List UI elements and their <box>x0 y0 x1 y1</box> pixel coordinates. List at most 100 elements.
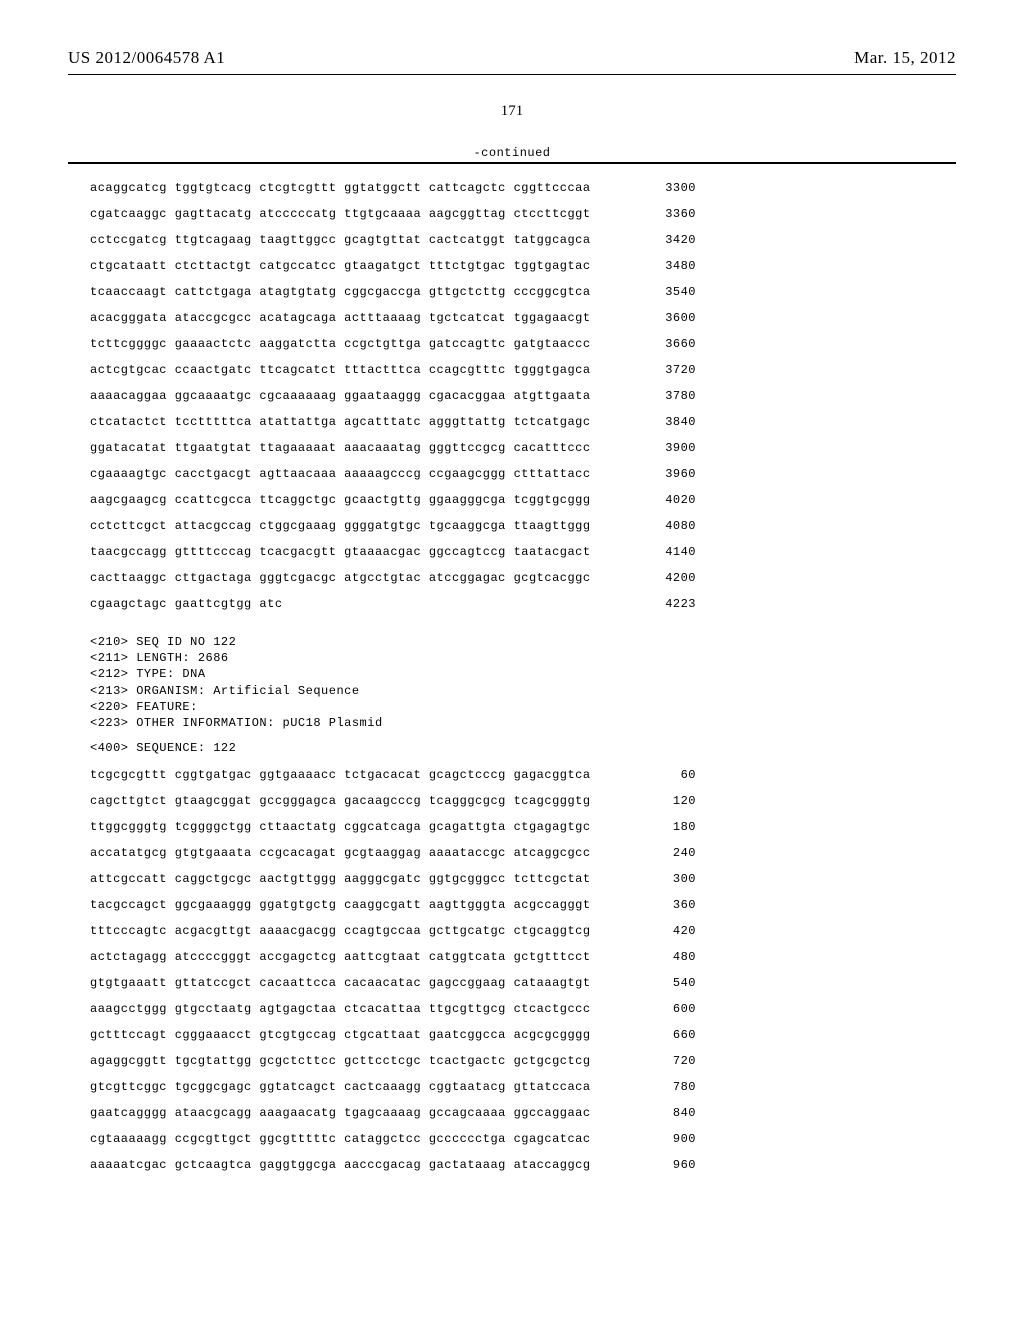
sequence-text: cgtaaaaagg ccgcgttgct ggcgtttttc cataggc… <box>90 1133 591 1145</box>
sequence-row: acacgggata ataccgcgcc acatagcaga actttaa… <box>90 312 956 324</box>
sequence-row: tcgcgcgttt cggtgatgac ggtgaaaacc tctgaca… <box>90 769 956 781</box>
page-number: 171 <box>0 103 1024 120</box>
sequence-row: aaaaatcgac gctcaagtca gaggtggcga aacccga… <box>90 1159 956 1171</box>
sequence-text: accatatgcg gtgtgaaata ccgcacagat gcgtaag… <box>90 847 591 859</box>
sequence-text: gctttccagt cgggaaacct gtcgtgccag ctgcatt… <box>90 1029 591 1041</box>
sequence-meta: <210> SEQ ID NO 122<211> LENGTH: 2686<21… <box>0 624 1024 731</box>
sequence-row: cgaagctagc gaattcgtgg atc4223 <box>90 598 956 610</box>
sequence-block-2: tcgcgcgttt cggtgatgac ggtgaaaacc tctgaca… <box>0 765 1024 1171</box>
sequence-text: aaaacaggaa ggcaaaatgc cgcaaaaaag ggaataa… <box>90 390 591 402</box>
sequence-position: 3660 <box>665 338 956 350</box>
sequence-row: acaggcatcg tggtgtcacg ctcgtcgttt ggtatgg… <box>90 182 956 194</box>
sequence-400-label: <400> SEQUENCE: 122 <box>0 731 1024 765</box>
sequence-position: 4140 <box>665 546 956 558</box>
sequence-position: 3960 <box>665 468 956 480</box>
sequence-position: 3300 <box>665 182 956 194</box>
meta-line: <213> ORGANISM: Artificial Sequence <box>90 683 956 699</box>
sequence-text: gtcgttcggc tgcggcgagc ggtatcagct cactcaa… <box>90 1081 591 1093</box>
sequence-position: 3480 <box>665 260 956 272</box>
sequence-row: cgtaaaaagg ccgcgttgct ggcgtttttc cataggc… <box>90 1133 956 1145</box>
sequence-row: aagcgaagcg ccattcgcca ttcaggctgc gcaactg… <box>90 494 956 506</box>
sequence-position: 900 <box>673 1133 956 1145</box>
sequence-position: 3780 <box>665 390 956 402</box>
sequence-position: 3540 <box>665 286 956 298</box>
sequence-text: cgaagctagc gaattcgtgg atc <box>90 598 283 610</box>
sequence-text: aagcgaagcg ccattcgcca ttcaggctgc gcaactg… <box>90 494 591 506</box>
sequence-text: taacgccagg gttttcccag tcacgacgtt gtaaaac… <box>90 546 591 558</box>
sequence-row: actctagagg atccccgggt accgagctcg aattcgt… <box>90 951 956 963</box>
sequence-position: 3840 <box>665 416 956 428</box>
sequence-text: agaggcggtt tgcgtattgg gcgctcttcc gcttcct… <box>90 1055 591 1067</box>
sequence-text: tcaaccaagt cattctgaga atagtgtatg cggcgac… <box>90 286 591 298</box>
sequence-row: cacttaaggc cttgactaga gggtcgacgc atgcctg… <box>90 572 956 584</box>
sequence-row: tacgccagct ggcgaaaggg ggatgtgctg caaggcg… <box>90 899 956 911</box>
page-header: US 2012/0064578 A1 Mar. 15, 2012 <box>0 0 1024 72</box>
sequence-text: actctagagg atccccgggt accgagctcg aattcgt… <box>90 951 591 963</box>
header-divider <box>68 74 956 75</box>
meta-line: <223> OTHER INFORMATION: pUC18 Plasmid <box>90 715 956 731</box>
sequence-position: 120 <box>673 795 956 807</box>
sequence-row: ggatacatat ttgaatgtat ttagaaaaat aaacaaa… <box>90 442 956 454</box>
sequence-position: 720 <box>673 1055 956 1067</box>
sequence-position: 4200 <box>665 572 956 584</box>
sequence-text: tttcccagtc acgacgttgt aaaacgacgg ccagtgc… <box>90 925 591 937</box>
sequence-row: accatatgcg gtgtgaaata ccgcacagat gcgtaag… <box>90 847 956 859</box>
sequence-position: 240 <box>673 847 956 859</box>
sequence-position: 300 <box>673 873 956 885</box>
sequence-row: cgatcaaggc gagttacatg atcccccatg ttgtgca… <box>90 208 956 220</box>
sequence-row: aaagcctggg gtgcctaatg agtgagctaa ctcacat… <box>90 1003 956 1015</box>
sequence-row: cagcttgtct gtaagcggat gccgggagca gacaagc… <box>90 795 956 807</box>
sequence-text: gaatcagggg ataacgcagg aaagaacatg tgagcaa… <box>90 1107 591 1119</box>
sequence-row: cctccgatcg ttgtcagaag taagttggcc gcagtgt… <box>90 234 956 246</box>
sequence-row: taacgccagg gttttcccag tcacgacgtt gtaaaac… <box>90 546 956 558</box>
sequence-row: agaggcggtt tgcgtattgg gcgctcttcc gcttcct… <box>90 1055 956 1067</box>
sequence-position: 3420 <box>665 234 956 246</box>
sequence-position: 3720 <box>665 364 956 376</box>
sequence-text: tcgcgcgttt cggtgatgac ggtgaaaacc tctgaca… <box>90 769 591 781</box>
sequence-text: cctcttcgct attacgccag ctggcgaaag ggggatg… <box>90 520 591 532</box>
meta-line: <210> SEQ ID NO 122 <box>90 634 956 650</box>
sequence-row: tcaaccaagt cattctgaga atagtgtatg cggcgac… <box>90 286 956 298</box>
sequence-row: gaatcagggg ataacgcagg aaagaacatg tgagcaa… <box>90 1107 956 1119</box>
sequence-text: attcgccatt caggctgcgc aactgttggg aagggcg… <box>90 873 591 885</box>
sequence-position: 840 <box>673 1107 956 1119</box>
sequence-text: aaaaatcgac gctcaagtca gaggtggcga aacccga… <box>90 1159 591 1171</box>
sequence-position: 540 <box>673 977 956 989</box>
sequence-row: aaaacaggaa ggcaaaatgc cgcaaaaaag ggaataa… <box>90 390 956 402</box>
sequence-block-1: acaggcatcg tggtgtcacg ctcgtcgttt ggtatgg… <box>0 164 1024 610</box>
sequence-row: ctcatactct tcctttttca atattattga agcattt… <box>90 416 956 428</box>
sequence-text: ttggcgggtg tcggggctgg cttaactatg cggcatc… <box>90 821 591 833</box>
sequence-text: cagcttgtct gtaagcggat gccgggagca gacaagc… <box>90 795 591 807</box>
sequence-text: aaagcctggg gtgcctaatg agtgagctaa ctcacat… <box>90 1003 591 1015</box>
sequence-row: cctcttcgct attacgccag ctggcgaaag ggggatg… <box>90 520 956 532</box>
sequence-position: 360 <box>673 899 956 911</box>
sequence-position: 3900 <box>665 442 956 454</box>
sequence-row: gctttccagt cgggaaacct gtcgtgccag ctgcatt… <box>90 1029 956 1041</box>
sequence-row: actcgtgcac ccaactgatc ttcagcatct tttactt… <box>90 364 956 376</box>
sequence-position: 3360 <box>665 208 956 220</box>
sequence-text: acaggcatcg tggtgtcacg ctcgtcgttt ggtatgg… <box>90 182 591 194</box>
sequence-text: acacgggata ataccgcgcc acatagcaga actttaa… <box>90 312 591 324</box>
sequence-position: 60 <box>681 769 956 781</box>
sequence-position: 600 <box>673 1003 956 1015</box>
meta-line: <211> LENGTH: 2686 <box>90 650 956 666</box>
sequence-text: ctgcataatt ctcttactgt catgccatcc gtaagat… <box>90 260 591 272</box>
publication-date: Mar. 15, 2012 <box>854 48 956 68</box>
sequence-text: cgaaaagtgc cacctgacgt agttaacaaa aaaaagc… <box>90 468 591 480</box>
sequence-position: 420 <box>673 925 956 937</box>
sequence-row: gtgtgaaatt gttatccgct cacaattcca cacaaca… <box>90 977 956 989</box>
sequence-text: cgatcaaggc gagttacatg atcccccatg ttgtgca… <box>90 208 591 220</box>
sequence-position: 660 <box>673 1029 956 1041</box>
meta-line: <212> TYPE: DNA <box>90 666 956 682</box>
sequence-text: gtgtgaaatt gttatccgct cacaattcca cacaaca… <box>90 977 591 989</box>
publication-number: US 2012/0064578 A1 <box>68 48 225 68</box>
sequence-text: cacttaaggc cttgactaga gggtcgacgc atgcctg… <box>90 572 591 584</box>
sequence-row: tcttcggggc gaaaactctc aaggatctta ccgctgt… <box>90 338 956 350</box>
sequence-row: ttggcgggtg tcggggctgg cttaactatg cggcatc… <box>90 821 956 833</box>
continued-label: -continued <box>0 146 1024 160</box>
sequence-row: tttcccagtc acgacgttgt aaaacgacgg ccagtgc… <box>90 925 956 937</box>
sequence-row: gtcgttcggc tgcggcgagc ggtatcagct cactcaa… <box>90 1081 956 1093</box>
sequence-row: attcgccatt caggctgcgc aactgttggg aagggcg… <box>90 873 956 885</box>
sequence-position: 180 <box>673 821 956 833</box>
sequence-text: ggatacatat ttgaatgtat ttagaaaaat aaacaaa… <box>90 442 591 454</box>
